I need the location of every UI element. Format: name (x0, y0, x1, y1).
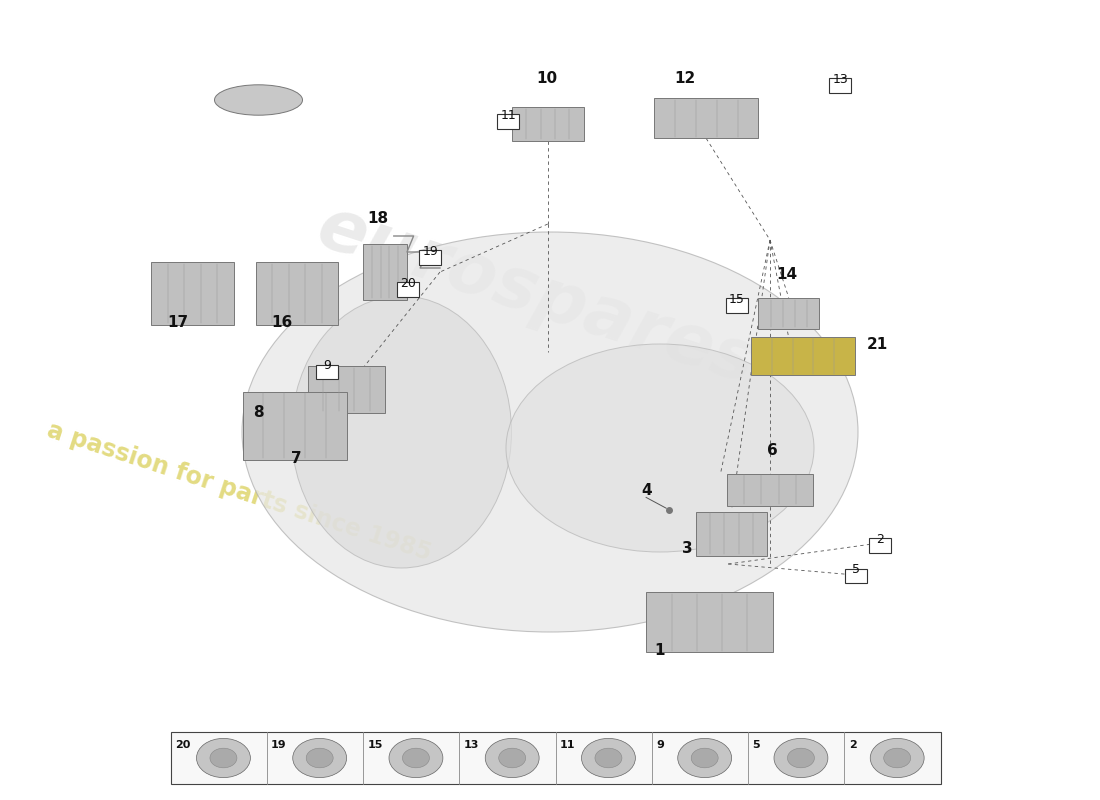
Circle shape (498, 748, 526, 768)
Ellipse shape (242, 232, 858, 632)
Text: 9: 9 (322, 359, 331, 372)
Text: 3: 3 (682, 541, 693, 556)
Ellipse shape (506, 344, 814, 552)
FancyBboxPatch shape (316, 365, 338, 379)
Circle shape (788, 748, 814, 768)
Text: 10: 10 (537, 70, 558, 86)
Ellipse shape (214, 85, 302, 115)
Circle shape (210, 748, 236, 768)
Bar (170, 732, 940, 784)
FancyBboxPatch shape (497, 114, 519, 129)
Circle shape (774, 738, 828, 778)
Bar (151, 262, 233, 325)
Text: a passion for parts since 1985: a passion for parts since 1985 (44, 418, 435, 565)
Text: 20: 20 (400, 277, 416, 290)
Text: 15: 15 (367, 740, 383, 750)
Text: 5: 5 (851, 563, 860, 576)
Circle shape (306, 748, 333, 768)
Circle shape (293, 738, 346, 778)
Circle shape (403, 748, 429, 768)
Circle shape (197, 738, 251, 778)
FancyBboxPatch shape (869, 538, 891, 553)
Bar (750, 337, 856, 375)
Text: 15: 15 (729, 293, 745, 306)
Circle shape (595, 748, 621, 768)
Circle shape (883, 748, 911, 768)
Bar (647, 592, 772, 653)
Text: 4: 4 (641, 483, 652, 498)
Text: 2: 2 (849, 740, 857, 750)
Bar (759, 298, 818, 329)
Text: 17: 17 (167, 314, 188, 330)
Ellipse shape (292, 296, 512, 568)
Text: 18: 18 (367, 210, 388, 226)
Text: 1: 1 (654, 642, 666, 658)
FancyBboxPatch shape (829, 78, 851, 93)
FancyBboxPatch shape (397, 282, 419, 297)
Bar (243, 391, 348, 459)
Circle shape (582, 738, 636, 778)
Text: 2: 2 (876, 533, 884, 546)
Bar (308, 366, 385, 413)
FancyBboxPatch shape (726, 298, 748, 313)
Text: 5: 5 (752, 740, 760, 750)
Text: 16: 16 (272, 314, 293, 330)
Text: 14: 14 (777, 266, 797, 282)
Text: 13: 13 (464, 740, 478, 750)
Bar (513, 107, 583, 141)
Circle shape (485, 738, 539, 778)
FancyBboxPatch shape (845, 569, 867, 583)
Bar (727, 474, 813, 506)
Circle shape (678, 738, 732, 778)
Text: 12: 12 (674, 70, 695, 86)
Text: 19: 19 (422, 245, 438, 258)
FancyBboxPatch shape (419, 250, 441, 265)
Text: 21: 21 (867, 337, 888, 352)
Text: 8: 8 (253, 405, 264, 420)
Text: 9: 9 (656, 740, 664, 750)
Bar (653, 98, 759, 138)
Circle shape (389, 738, 443, 778)
Bar (255, 262, 339, 325)
Text: eurospares: eurospares (308, 192, 763, 399)
Circle shape (870, 738, 924, 778)
Text: 20: 20 (175, 740, 190, 750)
Text: 19: 19 (271, 740, 287, 750)
Text: 11: 11 (560, 740, 575, 750)
Text: 13: 13 (833, 73, 848, 86)
Circle shape (691, 748, 718, 768)
Text: 7: 7 (292, 450, 302, 466)
Bar (363, 244, 407, 300)
Text: 11: 11 (500, 109, 516, 122)
Bar (696, 512, 768, 555)
Text: 6: 6 (767, 442, 778, 458)
